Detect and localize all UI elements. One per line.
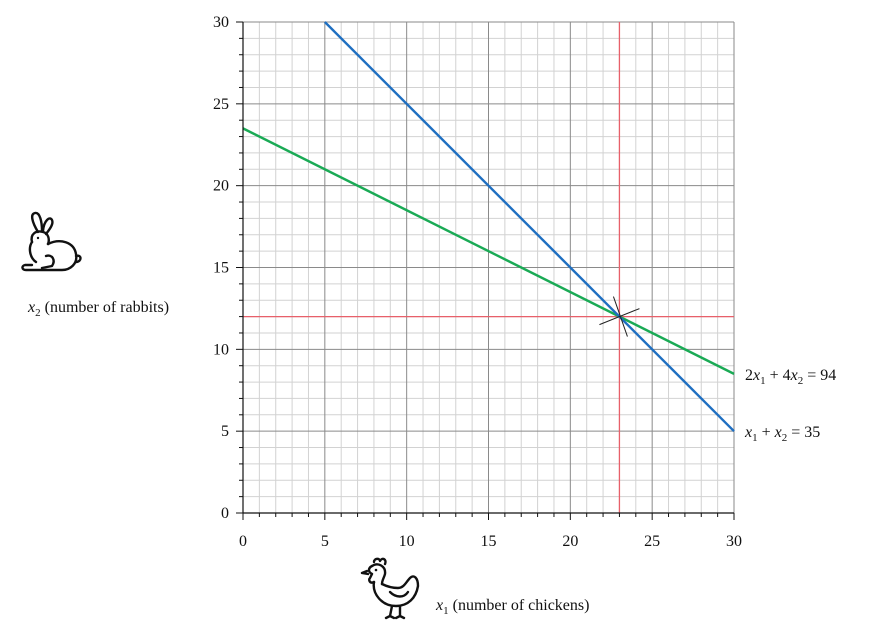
y-tick-label: 0 <box>221 505 229 522</box>
x-tick-label: 5 <box>321 533 329 550</box>
chicken-icon <box>360 557 420 620</box>
y-tick-label: 10 <box>213 341 229 358</box>
y-tick-label: 20 <box>213 178 229 195</box>
x-tick-label: 0 <box>239 533 247 550</box>
series-label-1: x1 + x2 = 35 <box>744 424 820 444</box>
x-tick-label: 20 <box>562 533 578 550</box>
series-lines <box>242 21 735 433</box>
series-label-0: 2x1 + 4x2 = 94 <box>745 367 836 387</box>
intersection-tick <box>599 308 640 326</box>
series-labels: 2x1 + 4x2 = 94 x1 + x2 = 35 <box>744 367 836 444</box>
y-tick-label: 25 <box>213 96 229 113</box>
series-line-1 <box>323 21 735 433</box>
x-tick-label: 10 <box>399 533 415 550</box>
y-tick-label: 30 <box>213 14 229 31</box>
series-line-0 <box>242 127 735 375</box>
y-tick-label: 5 <box>221 423 229 440</box>
tick-labels: 0 5 10 15 20 25 30 0 5 10 15 20 25 30 <box>213 14 742 550</box>
x-tick-label: 30 <box>726 533 742 550</box>
rabbit-icon <box>21 211 82 272</box>
x-tick-label: 15 <box>481 533 497 550</box>
axes <box>236 21 735 520</box>
reference-lines <box>243 22 734 513</box>
intersection-mark <box>599 296 640 337</box>
y-tick-label: 15 <box>213 260 229 277</box>
x-axis-label: x1 (number of chickens) <box>435 597 589 617</box>
major-grid <box>242 21 735 514</box>
y-axis-label: x2 (number of rabbits) <box>27 299 169 319</box>
intersection-tick <box>612 296 628 337</box>
x-tick-label: 25 <box>644 533 660 550</box>
